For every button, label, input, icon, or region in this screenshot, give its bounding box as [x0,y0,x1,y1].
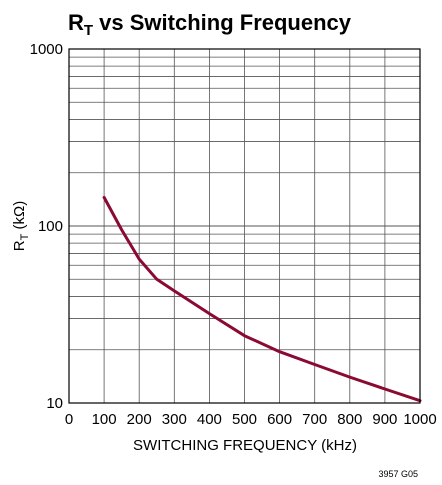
plot-frame [68,48,421,404]
y-tick-label: 10 [46,395,63,412]
series-line [102,195,422,403]
y-axis-label: RT (kΩ) [11,201,31,251]
grid [69,49,420,403]
x-tick-label: 400 [197,411,222,428]
chart-title-rest: vs Switching Frequency [93,10,352,35]
chart-title-main: R [68,10,84,35]
y-tick-label: 100 [38,218,63,235]
x-tick-label: 800 [337,411,362,428]
data-series [102,195,422,403]
x-tick-label: 0 [65,411,73,428]
y-axis-label-subscript: T [19,233,31,240]
x-tick-label: 300 [162,411,187,428]
x-tick-label: 900 [372,411,397,428]
x-axis-label: SWITCHING FREQUENCY (kHz) [133,437,357,454]
x-tick-label: 1000 [403,411,436,428]
x-tick-label: 600 [267,411,292,428]
y-tick-labels: 10 100 1000 [30,41,63,412]
y-tick-label: 1000 [30,41,63,58]
x-tick-label: 500 [232,411,257,428]
y-axis-label-rest: (kΩ) [11,201,28,234]
figure-footnote: 3957 G05 [378,469,418,479]
x-tick-label: 100 [92,411,117,428]
x-tick-label: 700 [302,411,327,428]
chart-title-subscript: T [84,22,93,39]
chart-title: RT vs Switching Frequency [68,10,352,39]
x-tick-labels: 0 100 200 300 400 500 600 700 800 900 1000 [65,411,437,428]
x-tick-label: 200 [127,411,152,428]
y-axis-label-main: R [11,240,28,251]
